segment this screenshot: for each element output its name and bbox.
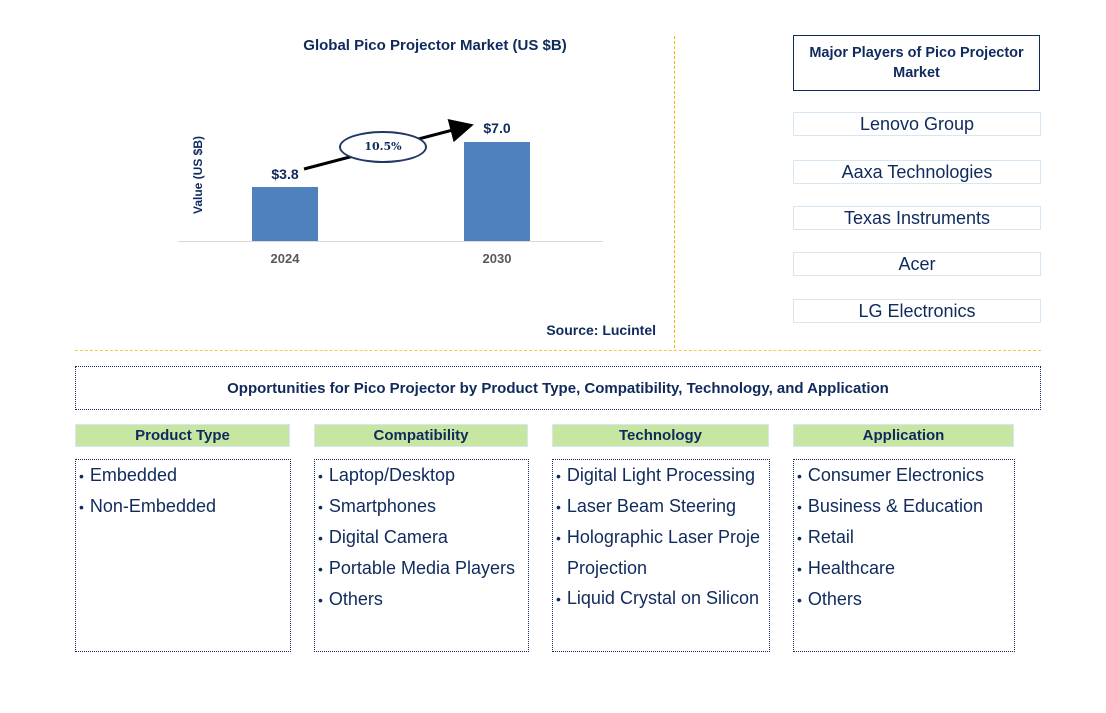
x-axis-line: [178, 241, 603, 242]
players-title-text: Major Players of Pico Projector Market: [809, 45, 1024, 81]
category-list-technology: Digital Light Processing Laser Beam Stee…: [552, 459, 770, 652]
bar-2030: [464, 142, 530, 241]
list-item: Others: [794, 584, 1014, 615]
list-item: Portable Media Players: [315, 553, 528, 584]
list-item: Non-Embedded: [76, 491, 290, 522]
bar-value-2024: $3.8: [271, 166, 299, 182]
category-header-product-type: Product Type: [75, 424, 290, 447]
opportunities-title: Opportunities for Pico Projector by Prod…: [75, 366, 1041, 410]
opportunities-title-text: Opportunities for Pico Projector by Prod…: [227, 379, 889, 397]
category-list-product-type: Embedded Non-Embedded: [75, 459, 291, 652]
list-item: Laser Beam Steering: [553, 491, 769, 522]
vertical-divider: [674, 36, 675, 348]
list-item: Digital Light Processing: [553, 460, 769, 491]
list-item: Others: [315, 584, 528, 615]
category-header-technology: Technology: [552, 424, 769, 447]
x-tick-2024: 2024: [270, 251, 300, 266]
list-item: Liquid Crystal on Silicon: [553, 583, 769, 614]
list-item: Healthcare: [794, 553, 1014, 584]
player-item: LG Electronics: [793, 299, 1041, 323]
category-list-application: Consumer Electronics Business & Educatio…: [793, 459, 1015, 652]
horizontal-divider: [75, 350, 1041, 351]
list-item: Digital Camera: [315, 522, 528, 553]
x-tick-2030: 2030: [482, 251, 512, 266]
list-item-continuation: Projection: [567, 558, 648, 578]
players-title: Major Players of Pico Projector Market: [793, 35, 1040, 91]
list-item: Smartphones: [315, 491, 528, 522]
list-item: Holographic Laser Proje: [553, 522, 769, 553]
category-header-application: Application: [793, 424, 1014, 447]
list-item: Embedded: [76, 460, 290, 491]
list-item: Consumer Electronics: [794, 460, 1014, 491]
category-header-compatibility: Compatibility: [314, 424, 528, 447]
list-item: Business & Education: [794, 491, 1014, 522]
chart-title: Global Pico Projector Market (US $B): [303, 37, 567, 54]
source-label: Source: Lucintel: [546, 322, 656, 338]
category-list-compatibility: Laptop/Desktop Smartphones Digital Camer…: [314, 459, 529, 652]
player-item: Aaxa Technologies: [793, 160, 1041, 184]
list-item: Laptop/Desktop: [315, 460, 528, 491]
cagr-badge: 10.5%: [339, 131, 427, 163]
bar-value-2030: $7.0: [483, 120, 511, 136]
bar-2024: [252, 187, 318, 241]
list-item: Retail: [794, 522, 1014, 553]
player-item: Texas Instruments: [793, 206, 1041, 230]
player-item: Acer: [793, 252, 1041, 276]
player-item: Lenovo Group: [793, 112, 1041, 136]
